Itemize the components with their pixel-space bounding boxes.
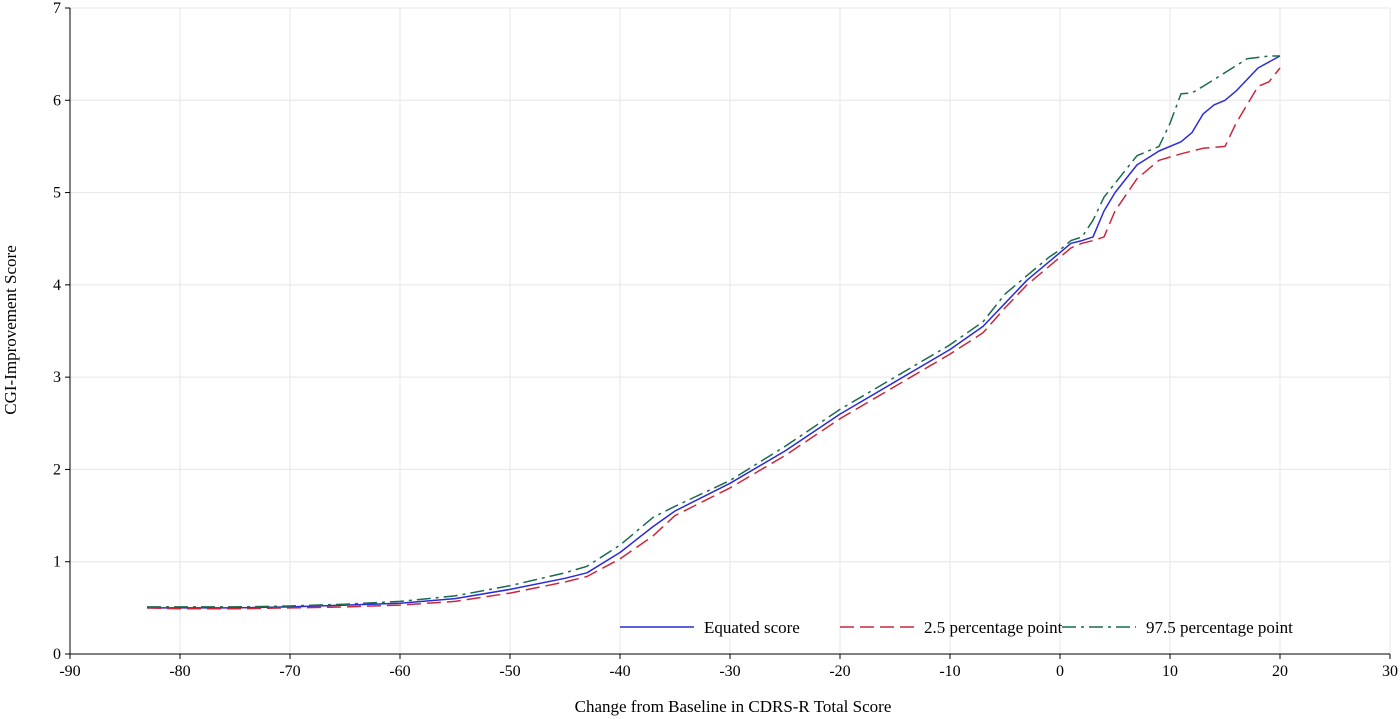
x-tick-label: -70 [279, 663, 300, 680]
legend-label-2: 2.5 percentage point [924, 618, 1063, 637]
x-tick-label: 0 [1056, 663, 1064, 680]
x-tick-label: 10 [1162, 663, 1178, 680]
y-tick-label: 0 [53, 646, 61, 663]
series-line-2 [146, 67, 1281, 610]
y-tick-label: 3 [53, 369, 61, 386]
y-tick-label: 6 [53, 92, 61, 109]
series-lines [146, 55, 1281, 610]
x-tick-label: -40 [609, 663, 630, 680]
x-tick-label: -50 [499, 663, 520, 680]
series-line-3 [147, 55, 1280, 608]
legend: Equated score 2.5 percentage point 97.5 pe… [620, 618, 1293, 637]
x-tick-label: -30 [719, 663, 740, 680]
y-tick-label: 1 [53, 554, 61, 571]
y-tick-label: 5 [53, 185, 61, 202]
x-tick-label: -80 [169, 663, 190, 680]
x-axis-title: Change from Baseline in CDRS-R Total Sco… [575, 697, 892, 716]
x-tick-label: 30 [1382, 663, 1398, 680]
y-tick-label: 2 [53, 461, 61, 478]
y-tick-label: 7 [53, 0, 61, 17]
x-tick-label: -20 [829, 663, 850, 680]
x-tick-label: -90 [59, 663, 80, 680]
y-tick-label: 4 [53, 277, 61, 294]
legend-label-1: Equated score [704, 618, 800, 637]
x-tick-label: -10 [939, 663, 960, 680]
series-line-1 [147, 55, 1281, 609]
x-tick-label: -60 [389, 663, 410, 680]
y-axis-title: CGI-Improvement Score [1, 245, 20, 414]
ticks: -90 -80 -70 -60 -50 -40 -30 -20 -10 0 10 20 30 0 1 2 3 4 5… [53, 0, 1398, 680]
x-tick-label: 20 [1272, 663, 1288, 680]
grid [70, 7, 1391, 654]
legend-label-3: 97.5 percentage point [1146, 618, 1293, 637]
